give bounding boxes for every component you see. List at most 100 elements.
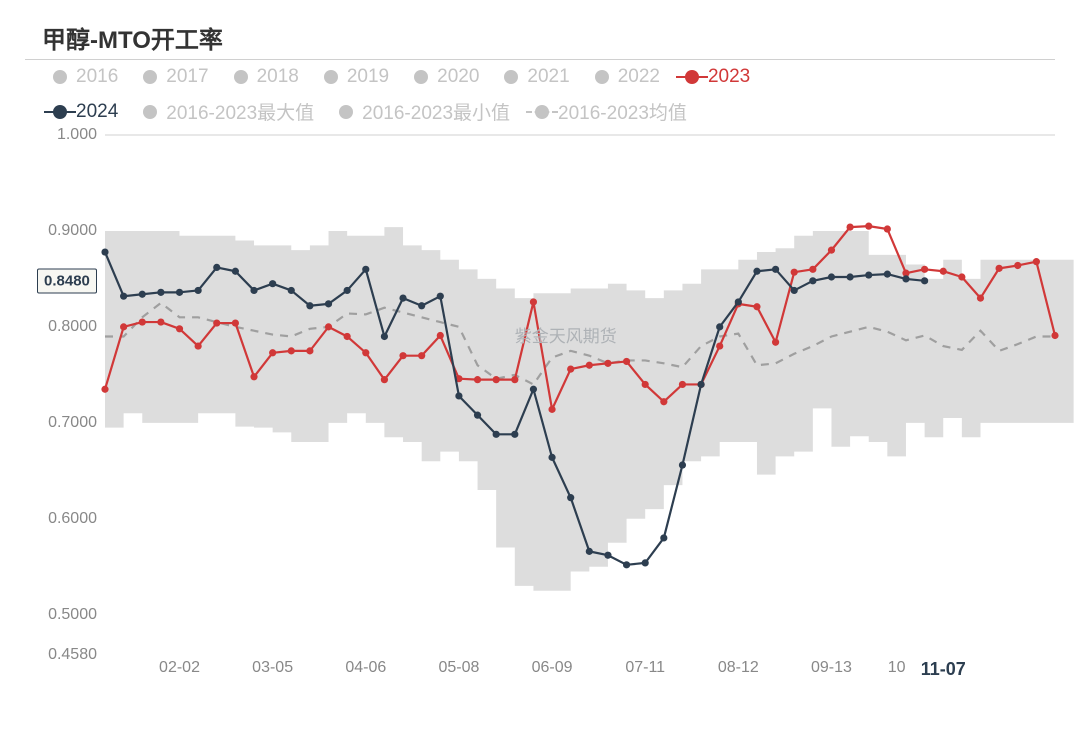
series-2024-marker: [865, 271, 872, 278]
series-2023-marker: [623, 358, 630, 365]
legend-label: 2016: [76, 66, 118, 88]
legend-item-2017[interactable]: 2017: [140, 66, 208, 88]
series-2023-marker: [642, 381, 649, 388]
series-2023-marker: [288, 347, 295, 354]
series-2023-marker: [1014, 262, 1021, 269]
series-2023-marker: [157, 318, 164, 325]
series-2024-marker: [344, 287, 351, 294]
title-underline: [25, 59, 1055, 60]
y-tick-label: 0.5000: [35, 606, 97, 624]
series-2024-marker: [306, 302, 313, 309]
y-tick-label: 0.8000: [35, 318, 97, 336]
series-2023-marker: [1051, 332, 1058, 339]
series-2024-marker: [586, 548, 593, 555]
series-2023-marker: [139, 318, 146, 325]
legend-item-2022[interactable]: 2022: [592, 66, 660, 88]
series-2024-marker: [716, 323, 723, 330]
legend-item-2016-2023最小值[interactable]: 2016-2023最小值: [336, 98, 510, 125]
series-2023-marker: [996, 265, 1003, 272]
series-2023-marker: [958, 273, 965, 280]
series-2024-marker: [399, 294, 406, 301]
series-2023-marker: [213, 319, 220, 326]
series-2024-marker: [642, 559, 649, 566]
x-tick-label: 10: [888, 659, 906, 692]
plot-area: 0.45800.50000.60000.70000.80000.90001.00…: [35, 135, 1065, 690]
legend-marker-icon: [50, 67, 70, 87]
series-2024-marker: [846, 273, 853, 280]
legend-item-2016-2023均值[interactable]: 2016-2023均值: [532, 98, 687, 125]
series-2024-marker: [660, 534, 667, 541]
series-2023-marker: [120, 323, 127, 330]
legend-label: 2020: [437, 66, 479, 88]
series-2024-marker: [921, 277, 928, 284]
series-2023-marker: [828, 247, 835, 254]
legend-item-2016[interactable]: 2016: [50, 66, 118, 88]
legend-marker-icon: [501, 67, 521, 87]
series-2023-marker: [567, 365, 574, 372]
legend-item-2020[interactable]: 2020: [411, 66, 479, 88]
series-2024-marker: [735, 298, 742, 305]
series-2023-marker: [232, 319, 239, 326]
legend-marker-icon: [140, 102, 160, 122]
series-2024-marker: [455, 392, 462, 399]
series-2023-marker: [325, 323, 332, 330]
y-tick-label: 1.000: [35, 126, 97, 144]
series-2024-marker: [791, 287, 798, 294]
series-2024-marker: [157, 289, 164, 296]
legend-marker-icon: [336, 102, 356, 122]
series-2024-marker: [101, 248, 108, 255]
legend-marker-icon: [532, 102, 552, 122]
min-max-band: [105, 227, 1074, 591]
legend-item-2024[interactable]: 2024: [50, 98, 118, 125]
x-tick-label: 02-02: [159, 659, 200, 692]
series-2023-marker: [809, 266, 816, 273]
series-2024-marker: [530, 386, 537, 393]
series-2023-marker: [530, 298, 537, 305]
series-2023-marker: [362, 349, 369, 356]
chart-title: 甲醇-MTO开工率: [42, 20, 1060, 55]
legend-item-2021[interactable]: 2021: [501, 66, 569, 88]
series-2024-marker: [325, 300, 332, 307]
x-tick-label: 08-12: [718, 659, 759, 692]
legend-item-2019[interactable]: 2019: [321, 66, 389, 88]
legend-item-2018[interactable]: 2018: [231, 66, 299, 88]
series-2024-marker: [120, 293, 127, 300]
series-2023-marker: [511, 376, 518, 383]
series-2023-marker: [250, 373, 257, 380]
legend-marker-icon: [592, 67, 612, 87]
legend-label: 2024: [76, 101, 118, 123]
legend-item-2016-2023最大值[interactable]: 2016-2023最大值: [140, 98, 314, 125]
series-2023-marker: [716, 342, 723, 349]
legend-row-1: 2016 2017 2018 2019 2020 2021 2022 2023: [50, 66, 1060, 88]
series-2023-marker: [306, 347, 313, 354]
chart-container: 甲醇-MTO开工率 201620172018201920202021202220…: [0, 0, 1080, 743]
x-tick-label: 03-05: [252, 659, 293, 692]
series-2023-marker: [753, 303, 760, 310]
legend-marker-icon: [231, 67, 251, 87]
legend-item-2023[interactable]: 2023: [682, 66, 750, 88]
legend-label: 2016-2023最大值: [166, 98, 314, 125]
legend-marker-icon: [50, 102, 70, 122]
series-2024-marker: [437, 293, 444, 300]
series-2023-marker: [660, 398, 667, 405]
series-2023-marker: [176, 325, 183, 332]
series-2023-marker: [101, 386, 108, 393]
series-2023-marker: [604, 360, 611, 367]
value-callout: 0.8480: [37, 268, 97, 293]
series-2024-marker: [697, 381, 704, 388]
series-2024-marker: [493, 431, 500, 438]
series-2024-marker: [604, 552, 611, 559]
x-tick-label: 06-09: [532, 659, 573, 692]
series-2023-marker: [679, 381, 686, 388]
series-2023-marker: [772, 339, 779, 346]
series-2024-marker: [809, 277, 816, 284]
series-2023-marker: [791, 269, 798, 276]
legend-label: 2017: [166, 66, 208, 88]
series-2023-marker: [884, 225, 891, 232]
series-2023-marker: [474, 376, 481, 383]
legend-marker-icon: [321, 67, 341, 87]
series-2024-marker: [511, 431, 518, 438]
series-2024-marker: [139, 291, 146, 298]
series-2023-marker: [344, 333, 351, 340]
series-2024-marker: [250, 287, 257, 294]
